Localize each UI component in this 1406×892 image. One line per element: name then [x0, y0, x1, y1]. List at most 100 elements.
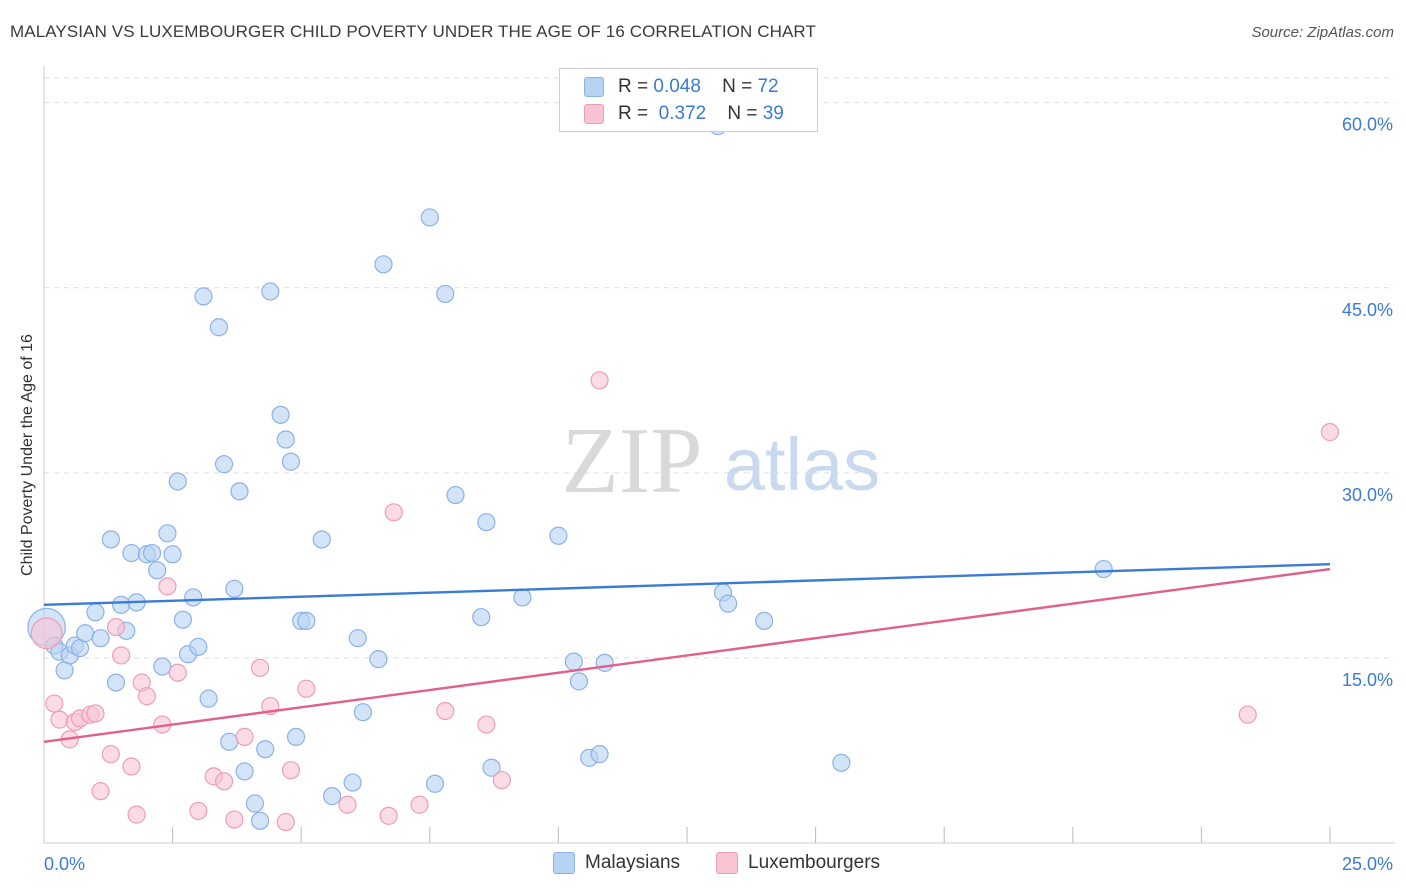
- y-tick-label: 45.0%: [1342, 300, 1393, 320]
- trend-lines: [43, 562, 1331, 744]
- point-malaysians: [214, 455, 234, 474]
- point-malaysians: [343, 773, 362, 792]
- point-luxembourgers: [214, 772, 234, 791]
- point-luxembourgers: [250, 658, 270, 677]
- bottom-legend-label-malaysians: Malaysians: [585, 852, 681, 873]
- point-luxembourgers: [436, 701, 455, 721]
- point-malaysians: [297, 611, 316, 631]
- point-malaysians: [513, 588, 532, 607]
- point-malaysians: [101, 530, 120, 549]
- point-malaysians: [112, 595, 131, 614]
- point-malaysians: [256, 740, 275, 759]
- correlation-legend: R = 0.048 N = 72 R = 0.372 N = 39: [559, 68, 818, 132]
- point-malaysians: [569, 672, 589, 691]
- point-malaysians: [148, 561, 167, 580]
- point-malaysians: [194, 287, 213, 306]
- point-malaysians: [225, 579, 244, 598]
- watermark-zip: ZIP: [562, 409, 703, 513]
- point-malaysians: [230, 482, 249, 501]
- point-malaysians: [590, 745, 609, 764]
- point-luxembourgers: [297, 679, 316, 698]
- legend-swatch-luxembourgers: [584, 104, 604, 124]
- point-malaysians: [235, 762, 254, 781]
- point-malaysians: [250, 811, 270, 830]
- point-luxembourgers: [45, 694, 64, 713]
- legend-n-value: 72: [757, 76, 779, 97]
- trend-line-malaysians: [43, 562, 1331, 607]
- bottom-legend-malaysians: Malaysians: [553, 852, 680, 874]
- point-luxembourgers: [379, 806, 398, 825]
- point-malaysians: [832, 753, 851, 772]
- legend-n-label: N =: [727, 103, 758, 124]
- point-malaysians: [322, 787, 342, 806]
- point-luxembourgers: [338, 795, 357, 814]
- point-malaysians: [1094, 559, 1113, 579]
- point-luxembourgers: [590, 371, 609, 390]
- bottom-legend-swatch-malaysians: [553, 852, 575, 874]
- point-malaysians: [168, 472, 187, 491]
- point-malaysians: [281, 452, 301, 471]
- point-luxembourgers: [477, 715, 496, 734]
- chart-title: MALAYSIAN VS LUXEMBOURGER CHILD POVERTY …: [10, 22, 816, 41]
- point-luxembourgers: [91, 782, 110, 801]
- point-luxembourgers: [384, 503, 403, 522]
- point-malaysians: [420, 208, 439, 227]
- point-luxembourgers: [168, 663, 187, 682]
- point-malaysians: [122, 543, 141, 563]
- point-luxembourgers: [235, 727, 254, 746]
- axes: [43, 66, 1395, 844]
- data-points: [27, 117, 1340, 832]
- y-tick-label: 30.0%: [1342, 485, 1393, 505]
- trend-line-luxembourgers: [43, 567, 1331, 744]
- watermark: ZIP atlas: [562, 409, 881, 513]
- point-luxembourgers: [101, 745, 120, 764]
- point-malaysians: [199, 689, 218, 708]
- bottom-legend-swatch-luxembourgers: [716, 852, 738, 874]
- point-malaysians: [142, 543, 162, 563]
- point-luxembourgers: [1238, 705, 1257, 724]
- point-malaysians: [436, 284, 455, 304]
- point-malaysians: [595, 653, 614, 672]
- point-malaysians: [477, 513, 496, 532]
- point-luxembourgers: [1320, 423, 1340, 442]
- legend-swatch-malaysians: [584, 77, 604, 97]
- point-luxembourgers: [137, 687, 156, 706]
- point-malaysians: [312, 530, 331, 549]
- point-malaysians: [564, 652, 583, 671]
- source-credit: Source: ZipAtlas.com: [1251, 24, 1394, 41]
- point-malaysians: [86, 603, 105, 622]
- point-luxembourgers: [225, 810, 244, 829]
- point-malaysians: [76, 624, 95, 643]
- point-malaysians: [286, 727, 306, 746]
- point-malaysians: [719, 594, 738, 613]
- point-malaysians: [261, 282, 280, 301]
- y-tick-label: 60.0%: [1342, 115, 1393, 135]
- point-luxembourgers: [492, 770, 511, 790]
- point-malaysians: [482, 758, 501, 777]
- point-malaysians: [245, 794, 265, 813]
- bottom-legend-label-luxembourgers: Luxembourgers: [748, 852, 881, 873]
- point-luxembourgers: [106, 617, 126, 637]
- x-tick-label: 0.0%: [44, 854, 85, 874]
- point-luxembourgers: [50, 710, 69, 729]
- watermark-atlas: atlas: [724, 423, 880, 506]
- point-luxembourgers: [86, 704, 105, 723]
- legend-r-value: 0.048: [653, 76, 701, 97]
- point-luxembourgers: [127, 805, 146, 824]
- legend-r-value: 0.372: [658, 103, 707, 124]
- point-malaysians: [163, 545, 182, 564]
- bottom-legend-luxembourgers: Luxembourgers: [716, 852, 880, 874]
- point-malaysians: [173, 610, 192, 629]
- tick-labels: 15.0% 30.0% 45.0% 60.0% 0.0% 25.0%: [44, 115, 1393, 874]
- point-malaysians: [353, 703, 373, 722]
- point-luxembourgers: [281, 761, 301, 780]
- y-tick-label: 15.0%: [1342, 670, 1393, 690]
- x-tick-label: 25.0%: [1342, 854, 1393, 874]
- legend-stats-malaysians: R = 0.048 N = 72: [618, 76, 779, 98]
- point-malaysians: [158, 524, 177, 543]
- point-malaysians: [220, 732, 239, 751]
- point-malaysians: [369, 650, 388, 669]
- point-malaysians: [276, 430, 295, 449]
- point-luxembourgers: [189, 801, 208, 821]
- legend-stats-luxembourgers: R = 0.372 N = 39: [618, 103, 784, 125]
